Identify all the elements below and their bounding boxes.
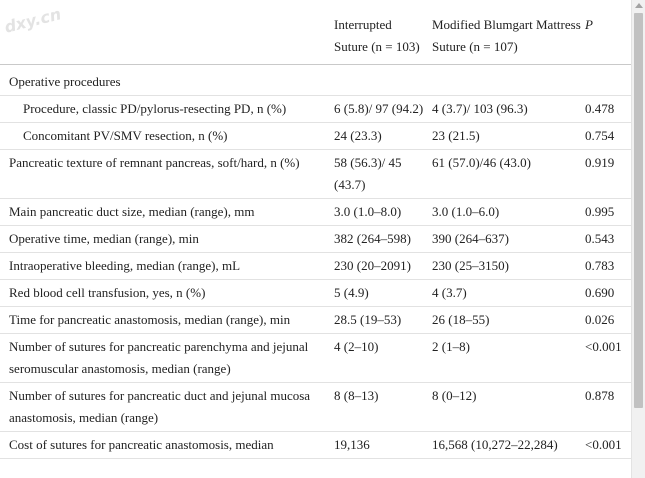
cell-p-value: 0.754 <box>581 122 632 150</box>
cell-blumgart: 26 (18–55) <box>425 306 581 334</box>
table-row: Operative time, median (range), min 382 … <box>0 225 632 253</box>
cell-blumgart: 4 (3.7)/ 103 (96.3) <box>425 95 581 123</box>
table-row-section: Operative procedures <box>0 64 632 96</box>
cell-interrupted: 8 (8–13) <box>327 382 425 432</box>
cell-blumgart: 61 (57.0)/46 (43.0) <box>425 149 581 199</box>
row-label: Operative procedures <box>0 64 327 96</box>
cell-interrupted: 3.0 (1.0–8.0) <box>327 198 425 226</box>
cell-blumgart: 3.0 (1.0–6.0) <box>425 198 581 226</box>
table-row: Procedure, classic PD/pylorus-resecting … <box>0 95 632 123</box>
row-label: Intraoperative bleeding, median (range),… <box>0 252 327 280</box>
scrollbar-thumb[interactable] <box>634 13 643 408</box>
data-table-container: Interrupted Suture (n = 103) Modified Bl… <box>0 12 632 459</box>
cell-interrupted: 230 (20–2091) <box>327 252 425 280</box>
cell-interrupted: 6 (5.8)/ 97 (94.2) <box>327 95 425 123</box>
table-row: Intraoperative bleeding, median (range),… <box>0 252 632 280</box>
cell-p-value: 0.543 <box>581 225 632 253</box>
row-label: Time for pancreatic anastomosis, median … <box>0 306 327 334</box>
row-label: Red blood cell transfusion, yes, n (%) <box>0 279 327 307</box>
cell-blumgart: 16,568 (10,272–22,284) <box>425 431 581 459</box>
cell-interrupted: 4 (2–10) <box>327 333 425 383</box>
cell-p-value: 0.026 <box>581 306 632 334</box>
table-row: Time for pancreatic anastomosis, median … <box>0 306 632 334</box>
row-label: Operative time, median (range), min <box>0 225 327 253</box>
cell-blumgart: 4 (3.7) <box>425 279 581 307</box>
cell-p-value: <0.001 <box>581 431 632 459</box>
operative-data-table: Interrupted Suture (n = 103) Modified Bl… <box>0 12 632 459</box>
table-row: Cost of sutures for pancreatic anastomos… <box>0 431 632 459</box>
row-label: Main pancreatic duct size, median (range… <box>0 198 327 226</box>
table-row: Concomitant PV/SMV resection, n (%) 24 (… <box>0 122 632 150</box>
cell-blumgart: 8 (0–12) <box>425 382 581 432</box>
row-label: Number of sutures for pancreatic parench… <box>0 333 327 383</box>
cell-blumgart: 23 (21.5) <box>425 122 581 150</box>
header-interrupted-suture: Interrupted Suture (n = 103) <box>327 12 425 65</box>
table-row: Number of sutures for pancreatic duct an… <box>0 382 632 432</box>
cell-p-value: 0.478 <box>581 95 632 123</box>
cell-interrupted: 5 (4.9) <box>327 279 425 307</box>
cell-interrupted: 19,136 <box>327 431 425 459</box>
table-row: Main pancreatic duct size, median (range… <box>0 198 632 226</box>
cell-p-value: 0.783 <box>581 252 632 280</box>
cell-p-value: <0.001 <box>581 333 632 383</box>
cell-interrupted: 382 (264–598) <box>327 225 425 253</box>
table-body: Operative procedures Procedure, classic … <box>0 64 632 459</box>
header-blumgart-suture: Modified Blumgart Mattress Suture (n = 1… <box>425 12 581 65</box>
cell-blumgart: 2 (1–8) <box>425 333 581 383</box>
cell-blumgart <box>425 64 581 96</box>
table-row: Number of sutures for pancreatic parench… <box>0 333 632 383</box>
row-label: Pancreatic texture of remnant pancreas, … <box>0 149 327 199</box>
cell-p-value: 0.995 <box>581 198 632 226</box>
cell-p-value: 0.878 <box>581 382 632 432</box>
table-row: Red blood cell transfusion, yes, n (%) 5… <box>0 279 632 307</box>
row-label: Concomitant PV/SMV resection, n (%) <box>0 122 327 150</box>
scroll-up-arrow-icon[interactable] <box>635 3 643 8</box>
cell-p-value <box>581 64 632 96</box>
header-variable <box>0 12 327 65</box>
vertical-scrollbar[interactable] <box>631 0 645 478</box>
cell-interrupted: 24 (23.3) <box>327 122 425 150</box>
header-p-value: P <box>581 12 632 65</box>
row-label: Procedure, classic PD/pylorus-resecting … <box>0 95 327 123</box>
cell-blumgart: 230 (25–3150) <box>425 252 581 280</box>
row-label: Number of sutures for pancreatic duct an… <box>0 382 327 432</box>
cell-interrupted: 58 (56.3)/ 45 (43.7) <box>327 149 425 199</box>
table-header: Interrupted Suture (n = 103) Modified Bl… <box>0 12 632 65</box>
table-row: Pancreatic texture of remnant pancreas, … <box>0 149 632 199</box>
cell-interrupted <box>327 64 425 96</box>
header-row: Interrupted Suture (n = 103) Modified Bl… <box>0 12 632 65</box>
cell-interrupted: 28.5 (19–53) <box>327 306 425 334</box>
cell-blumgart: 390 (264–637) <box>425 225 581 253</box>
cell-p-value: 0.919 <box>581 149 632 199</box>
row-label: Cost of sutures for pancreatic anastomos… <box>0 431 327 459</box>
cell-p-value: 0.690 <box>581 279 632 307</box>
